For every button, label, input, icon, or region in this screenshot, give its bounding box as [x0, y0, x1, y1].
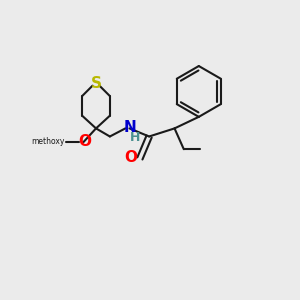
Text: methoxy: methoxy — [32, 137, 65, 146]
Text: N: N — [124, 119, 137, 134]
Text: H: H — [129, 131, 140, 144]
Text: O: O — [78, 134, 91, 149]
Text: O: O — [124, 150, 138, 165]
Text: S: S — [91, 76, 101, 91]
